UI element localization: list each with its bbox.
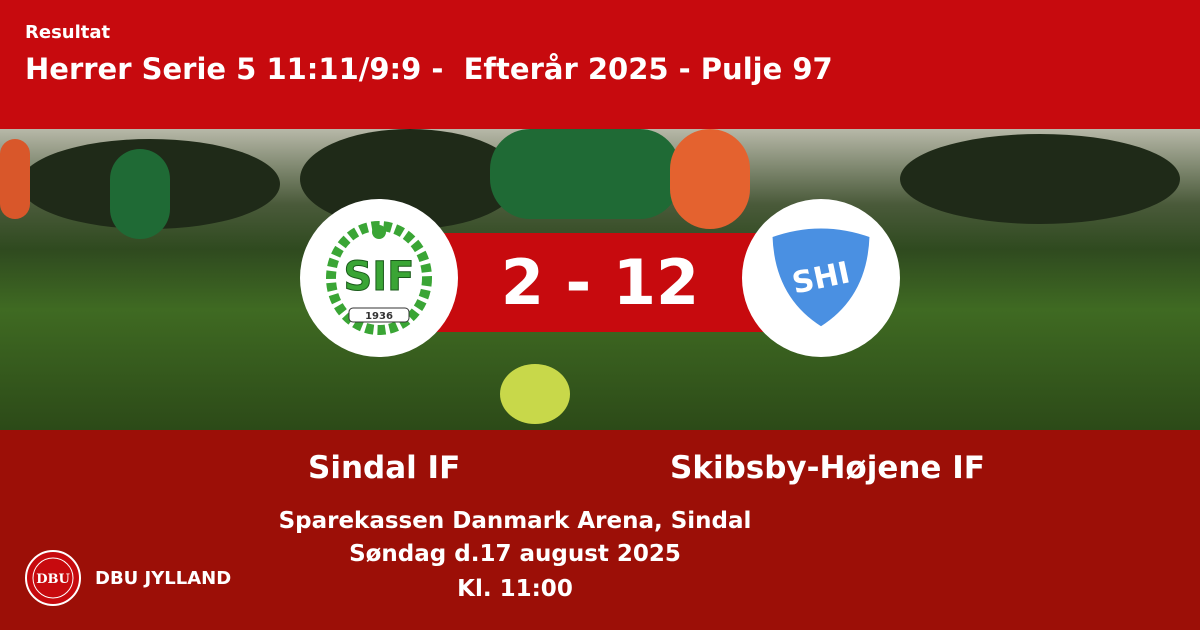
home-logo-text: SIF — [343, 254, 414, 300]
header-bar: Resultat Herrer Serie 5 11:11/9:9 - Efte… — [0, 0, 1200, 129]
away-team-name: Skibsby-Højene IF — [670, 450, 985, 486]
dbu-logo-text: DBU — [36, 572, 70, 587]
league-title: Herrer Serie 5 11:11/9:9 - Efterår 2025 … — [25, 52, 833, 86]
brand-name: DBU JYLLAND — [95, 568, 232, 589]
kickoff-time: Kl. 11:00 — [457, 576, 573, 602]
score: 2 - 12 — [500, 246, 700, 319]
dbu-logo-icon: DBU — [24, 549, 82, 611]
home-logo-year: 1936 — [365, 311, 393, 322]
away-team-logo: SHI — [742, 199, 900, 357]
venue: Sparekassen Danmark Arena, Sindal — [278, 508, 752, 534]
home-team-logo: SIF 1936 — [300, 199, 458, 357]
home-team-name: Sindal IF — [308, 450, 461, 486]
footer-panel — [0, 430, 1200, 630]
match-photo — [0, 129, 1200, 430]
result-label: Resultat — [25, 22, 111, 43]
match-date: Søndag d.17 august 2025 — [349, 541, 681, 567]
score-band — [437, 233, 763, 332]
